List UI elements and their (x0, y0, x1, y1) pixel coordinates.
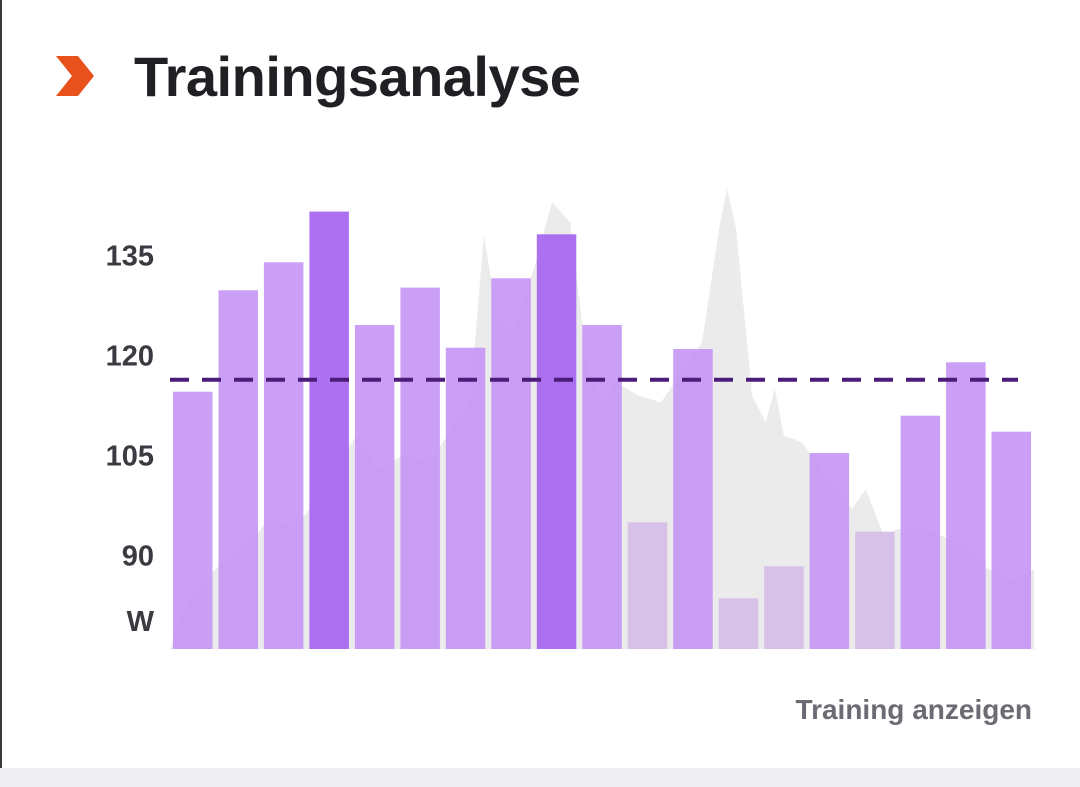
bar-14 (764, 566, 804, 649)
bar-2 (218, 290, 258, 649)
bar-18 (946, 362, 986, 649)
y-tick-label-105: 105 (106, 441, 154, 473)
bar-7 (445, 347, 486, 649)
bar-17 (900, 415, 941, 649)
bar-6 (400, 287, 440, 649)
bar-9 (536, 234, 577, 650)
bar-12 (673, 349, 713, 649)
show-training-link[interactable]: Training anzeigen (795, 694, 1032, 725)
bar-15 (809, 453, 850, 649)
power-bar-chart: 90 105 120 135 W (106, 189, 1034, 650)
bar-19 (991, 431, 1031, 649)
y-tick-label-135: 135 (106, 241, 154, 273)
bar-4 (309, 211, 349, 649)
y-tick-label-120: 120 (106, 341, 154, 373)
bar-16 (855, 531, 895, 649)
bar-11 (627, 522, 668, 649)
bar-5 (354, 325, 395, 649)
training-analysis-card: Trainingsanalyse 90 105 120 135 W Training a… (0, 0, 1034, 768)
card-header: Trainingsanalyse (54, 38, 581, 114)
footer-strip (0, 768, 1080, 787)
bar-3 (263, 262, 304, 649)
chevron-right-icon (56, 56, 94, 96)
bar-1 (173, 391, 213, 649)
y-tick-label-90: 90 (122, 541, 154, 573)
bar-13 (718, 598, 759, 649)
page-title: Trainingsanalyse (134, 44, 581, 108)
chevron-shape (56, 56, 94, 96)
bar-8 (491, 278, 531, 649)
y-unit-label: W (127, 606, 155, 638)
bar-10 (582, 325, 622, 649)
